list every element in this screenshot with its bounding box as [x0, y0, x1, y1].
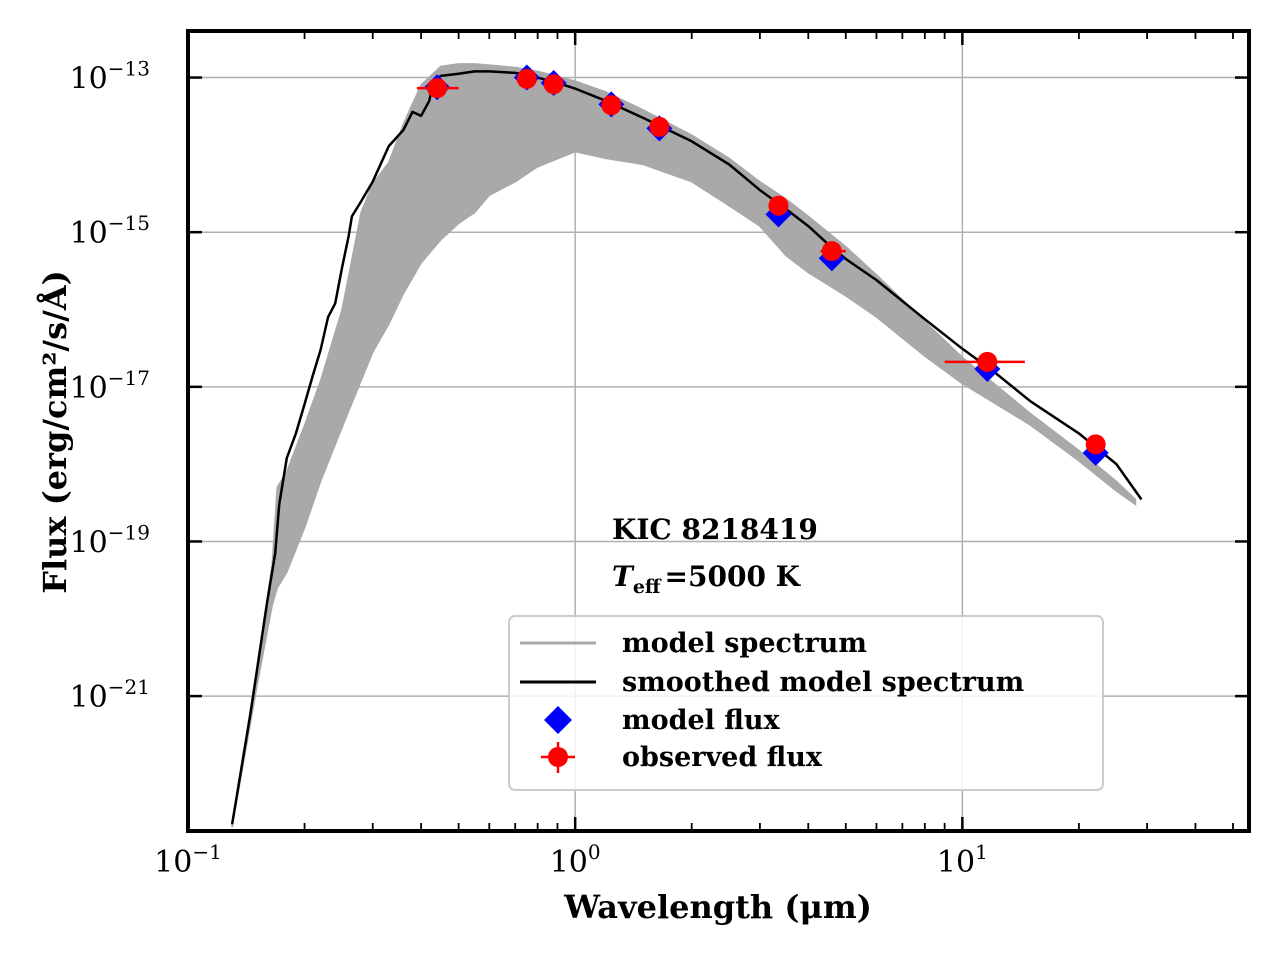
legend-swatch-observed-flux: [548, 747, 568, 767]
teff-label: Teff =5000 K: [612, 560, 802, 598]
y-tick-label: 10−21: [70, 675, 150, 715]
x-tick-label: 101: [937, 840, 988, 880]
observed-flux-point: [1085, 434, 1106, 455]
legend: model spectrum smoothed model spectrum m…: [508, 615, 1104, 791]
legend-label-model-flux: model flux: [622, 705, 781, 736]
observed-flux-point: [601, 95, 622, 116]
observed-flux-point: [516, 68, 537, 89]
observed-flux-point: [649, 116, 670, 137]
observed-flux-markers: [416, 68, 1106, 455]
observed-flux-point: [543, 74, 564, 95]
model-spectrum-band: [231, 63, 1137, 828]
observed-flux-point: [977, 351, 998, 372]
teff-value: =5000 K: [665, 560, 802, 593]
x-tick-labels: 10−1 100 101: [154, 840, 988, 880]
y-tick-label: 10−17: [70, 366, 150, 406]
x-tick-label: 100: [550, 840, 601, 880]
legend-swatch-model-flux: [544, 706, 572, 734]
plot-frame: [186, 29, 1251, 833]
y-tick-labels: 10−13 10−15 10−17 10−19 10−21: [70, 57, 150, 716]
teff-symbol: T: [612, 560, 635, 593]
object-label: KIC 8218419: [612, 513, 818, 546]
observed-flux-point: [768, 195, 789, 216]
smoothed-spectrum: [230, 70, 1143, 825]
legend-box: [508, 615, 1104, 791]
observed-flux-point: [427, 78, 448, 99]
y-tick-label: 10−15: [70, 211, 150, 251]
legend-label-observed-flux: observed flux: [622, 742, 823, 773]
legend-label-model-spectrum: model spectrum: [622, 628, 867, 659]
model-spectrum-area: [231, 63, 1137, 828]
teff-subscript: eff: [633, 576, 662, 598]
y-tick-label: 10−13: [70, 57, 150, 97]
observed-flux-point: [821, 241, 842, 262]
y-tick-label: 10−19: [70, 520, 150, 560]
legend-label-smoothed-spectrum: smoothed model spectrum: [622, 667, 1024, 698]
smoothed-spectrum-line: [230, 70, 1143, 825]
annotation: KIC 8218419 Teff =5000 K: [612, 513, 818, 598]
x-axis-title: Wavelength (μm): [563, 888, 872, 926]
x-tick-label: 10−1: [154, 840, 222, 880]
y-axis-title: Flux (erg/cm²/s/Å): [36, 270, 74, 594]
